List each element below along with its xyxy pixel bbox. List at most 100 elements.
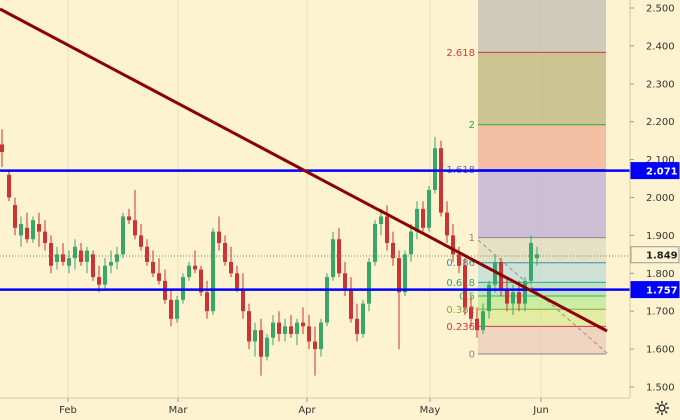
- fib-level-label: 2.618: [446, 48, 475, 59]
- candle[interactable]: [67, 250, 71, 274]
- candle[interactable]: [223, 235, 227, 266]
- fib-zone: [478, 124, 606, 170]
- candle[interactable]: [211, 227, 215, 315]
- candle[interactable]: [31, 216, 35, 243]
- x-axis-label: May: [420, 405, 441, 416]
- y-axis-label: 1.500: [646, 383, 675, 394]
- candle[interactable]: [463, 258, 467, 315]
- candle[interactable]: [391, 231, 395, 266]
- candle[interactable]: [19, 216, 23, 247]
- candle[interactable]: [235, 265, 239, 293]
- y-axis[interactable]: 2.500 2.400 2.300 2.200 2.100 2.000 1.900 1.800…: [630, 4, 675, 394]
- candle[interactable]: [97, 265, 101, 293]
- candle[interactable]: [283, 318, 287, 342]
- x-axis[interactable]: Feb Mar Apr May Jun: [59, 398, 549, 416]
- candle[interactable]: [91, 250, 95, 281]
- candle[interactable]: [325, 273, 329, 327]
- candle[interactable]: [253, 322, 257, 357]
- candle[interactable]: [241, 273, 245, 319]
- candle[interactable]: [313, 326, 317, 376]
- horizontal-levels[interactable]: [0, 169, 630, 291]
- candle[interactable]: [121, 212, 125, 259]
- candle[interactable]: [109, 250, 113, 274]
- candle[interactable]: [151, 250, 155, 278]
- candle[interactable]: [295, 318, 299, 346]
- candle[interactable]: [73, 239, 77, 270]
- candle[interactable]: [265, 333, 269, 361]
- fib-zone: [478, 169, 606, 238]
- candle[interactable]: [247, 303, 251, 350]
- candle[interactable]: [529, 235, 533, 285]
- candle[interactable]: [169, 288, 173, 327]
- candle[interactable]: [217, 216, 221, 251]
- candle[interactable]: [475, 307, 479, 338]
- fib-level-label: 0.236: [446, 322, 475, 333]
- candle[interactable]: [55, 246, 59, 270]
- candle[interactable]: [427, 186, 431, 232]
- x-axis-label: Feb: [59, 405, 77, 416]
- candle[interactable]: [415, 201, 419, 240]
- candle[interactable]: [61, 242, 65, 266]
- candle[interactable]: [367, 258, 371, 312]
- candle[interactable]: [127, 208, 131, 225]
- fib-level-label: 0: [469, 350, 475, 361]
- candle[interactable]: [139, 224, 143, 251]
- candle[interactable]: [145, 239, 149, 266]
- candle[interactable]: [103, 258, 107, 289]
- candle[interactable]: [373, 220, 377, 266]
- fib-level-label: 0.5: [459, 292, 475, 303]
- candle[interactable]: [433, 136, 437, 194]
- candle[interactable]: [193, 250, 197, 274]
- candle[interactable]: [469, 296, 473, 327]
- x-axis-label: Jun: [532, 405, 549, 416]
- candle[interactable]: [361, 299, 365, 338]
- fib-zone: [478, 309, 606, 327]
- candle[interactable]: [379, 208, 383, 236]
- candle[interactable]: [481, 303, 485, 334]
- candle[interactable]: [259, 318, 263, 376]
- candle[interactable]: [307, 314, 311, 350]
- candle[interactable]: [271, 314, 275, 346]
- candle[interactable]: [25, 212, 29, 243]
- candle[interactable]: [289, 314, 293, 338]
- candle[interactable]: [13, 197, 17, 236]
- candle[interactable]: [355, 303, 359, 342]
- candle[interactable]: [421, 201, 425, 232]
- candle[interactable]: [277, 311, 281, 342]
- price-tag: 1.849: [630, 246, 680, 264]
- trendline[interactable]: [0, 7, 608, 333]
- candle[interactable]: [439, 140, 443, 217]
- candle[interactable]: [133, 189, 137, 240]
- candle[interactable]: [445, 201, 449, 243]
- candle[interactable]: [43, 220, 47, 251]
- gear-icon[interactable]: [654, 400, 670, 416]
- candle[interactable]: [187, 261, 191, 281]
- candle[interactable]: [0, 129, 4, 168]
- candle[interactable]: [175, 296, 179, 323]
- candle[interactable]: [37, 212, 41, 247]
- candle[interactable]: [523, 277, 527, 312]
- candle[interactable]: [229, 246, 233, 278]
- candle[interactable]: [493, 254, 497, 293]
- candle[interactable]: [49, 235, 53, 274]
- fib-zone: [478, 52, 606, 125]
- candle[interactable]: [505, 277, 509, 312]
- price-tag-label: 1.849: [646, 251, 678, 262]
- candle[interactable]: [349, 277, 353, 323]
- candle[interactable]: [199, 265, 203, 297]
- y-axis-label: 2.100: [646, 155, 675, 166]
- fib-level-label: 2: [469, 120, 475, 131]
- fib-zone: [478, 326, 606, 355]
- candle[interactable]: [115, 246, 119, 270]
- candle[interactable]: [301, 307, 305, 334]
- candle[interactable]: [7, 170, 11, 202]
- candlesticks[interactable]: [0, 129, 539, 376]
- candle[interactable]: [205, 280, 209, 319]
- candle[interactable]: [319, 318, 323, 357]
- candle[interactable]: [157, 258, 161, 285]
- candle[interactable]: [397, 250, 401, 350]
- candle[interactable]: [487, 280, 491, 319]
- x-axis-label: Apr: [298, 405, 316, 416]
